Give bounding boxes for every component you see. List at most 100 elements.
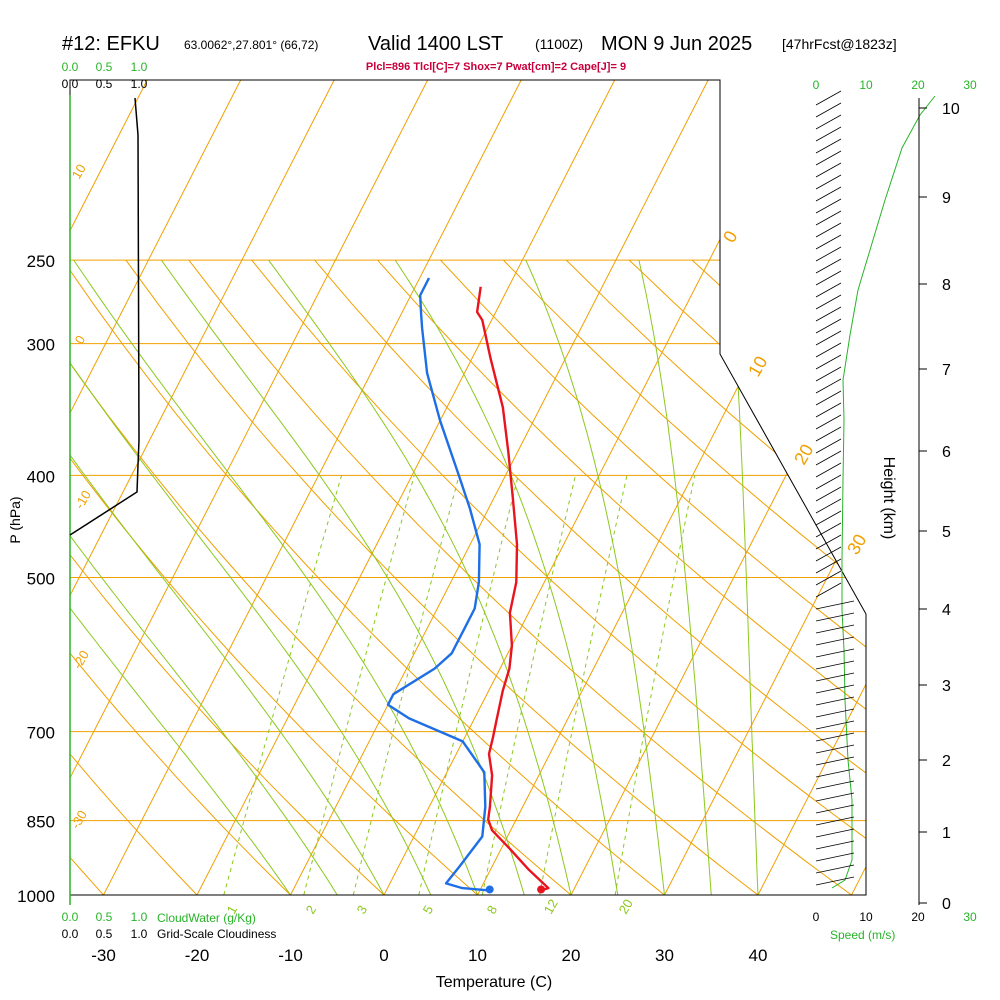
cloudiness-scale-bottom: 1.0 (131, 927, 148, 941)
speed-tick-top: 20 (911, 78, 925, 92)
wind-barb (815, 258, 842, 274)
isotherm-line (70, 80, 429, 895)
wind-barb (815, 90, 842, 106)
cloud-water-scale-bottom: 0.5 (96, 910, 113, 924)
wind-barb (815, 174, 842, 190)
valid-time: Valid 1400 LST (368, 33, 503, 55)
wind-barb (815, 342, 842, 358)
isotherm-line (851, 80, 866, 895)
moist-adiabat (394, 259, 619, 895)
isotherm-line (757, 80, 866, 895)
x-tick-label: 20 (562, 946, 581, 965)
isotherm-label: -10 (72, 488, 94, 512)
x-axis-label: Temperature (C) (436, 974, 552, 991)
pressure-tick-label: 300 (27, 336, 55, 355)
isotherm-label: -20 (70, 648, 92, 672)
wind-barb (815, 126, 842, 142)
station-coords: 63.0062°,27.801° (66,72) (184, 38, 318, 52)
wind-barb (815, 486, 842, 502)
wind-barb (815, 222, 842, 238)
moist-adiabat (160, 259, 525, 895)
wind-barb (815, 462, 842, 478)
moist-adiabat (638, 259, 712, 895)
height-tick-label: 3 (942, 678, 951, 695)
dry-adiabat (377, 259, 866, 895)
wind-barb (815, 522, 842, 538)
isotherm-label: -30 (68, 808, 90, 832)
pressure-tick-label: 400 (27, 467, 55, 486)
dry-adiabat (314, 259, 866, 895)
plot-border (69, 79, 867, 896)
wind-barb (815, 318, 842, 334)
dry-adiabat (125, 259, 759, 895)
isotherm-label: 0 (719, 227, 741, 246)
axes: -30 -20 -10 0 10 20 30 402503004005007008501000… (17, 98, 960, 965)
surface-temperature-dot (537, 885, 546, 894)
x-tick-label: -30 (91, 946, 116, 965)
wind-barb (815, 612, 855, 622)
wind-barb (815, 684, 855, 694)
pressure-tick-label: 1000 (17, 887, 55, 906)
isotherm-line (570, 80, 866, 895)
height-tick-label: 8 (942, 277, 951, 294)
wind-barb (815, 426, 842, 442)
wind-barb (815, 366, 842, 382)
height-tick-label: 0 (942, 896, 951, 913)
stability-indices: Plcl=896 Tlcl[C]=7 Shox=7 Pwat[cm]=2 Cap… (366, 61, 626, 73)
mixing-ratio-label: 12 (541, 896, 561, 916)
moist-adiabat (268, 259, 572, 895)
wind-barb (815, 600, 855, 610)
isotherm-label: 30 (843, 531, 870, 558)
isotherm-label: 10 (744, 353, 771, 380)
pressure-tick-label: 250 (27, 252, 55, 271)
isotherm-line (196, 80, 616, 895)
height-tick-label: 5 (942, 524, 951, 541)
moist-adiabat (70, 259, 385, 895)
height-tick-label: 2 (942, 753, 951, 770)
isotherm-line (70, 80, 242, 895)
wind-barb (815, 330, 842, 346)
mixing-ratio-label: 20 (616, 896, 636, 916)
wind-barb (815, 270, 842, 286)
speed-axis-label: Speed (m/s) (830, 928, 895, 942)
isotherm-line (945, 80, 1000, 895)
wind-barb (815, 876, 855, 886)
wind-barb (815, 234, 842, 250)
mixing-ratio-line (539, 475, 628, 895)
wind-barb (815, 198, 842, 214)
speed-tick-bottom: 30 (963, 910, 977, 924)
moist-adiabat (70, 259, 338, 895)
wind-barb (815, 306, 842, 322)
dry-adiabat (944, 260, 1000, 895)
dry-adiabat (440, 259, 866, 895)
wind-barb (815, 102, 842, 118)
speed-tick-top: 30 (963, 78, 977, 92)
wind-barb (815, 840, 855, 850)
wind-barb (815, 792, 855, 802)
dry-adiabat (70, 259, 385, 895)
wind-barb (815, 624, 855, 634)
cloud-water-scale-bottom: 1.0 (131, 910, 148, 924)
speed-tick-bottom: 0 (813, 910, 820, 924)
wind-barb (815, 720, 855, 730)
wind-barb (815, 804, 855, 814)
dry-adiabat (503, 259, 866, 895)
wind-barb (815, 744, 855, 754)
isotherm-line (383, 80, 803, 895)
zulu-time: (1100Z) (535, 36, 583, 52)
mixing-ratio-label: 2 (303, 903, 320, 917)
plot-frame (69, 79, 867, 896)
isotherm-line (70, 80, 148, 895)
wind-barb (815, 852, 855, 862)
cloud-water-label: CloudWater (g/Kg) (157, 911, 256, 925)
moist-adiabat (73, 259, 478, 895)
wind-barb (815, 450, 842, 466)
isotherm-line (290, 80, 709, 895)
isotherm-label: 20 (790, 441, 817, 468)
moist-adiabat (729, 260, 759, 895)
wind-barb (815, 510, 842, 526)
mixing-ratio-label: 5 (420, 903, 437, 917)
wind-barb (815, 378, 842, 394)
wind-barb (815, 636, 855, 646)
